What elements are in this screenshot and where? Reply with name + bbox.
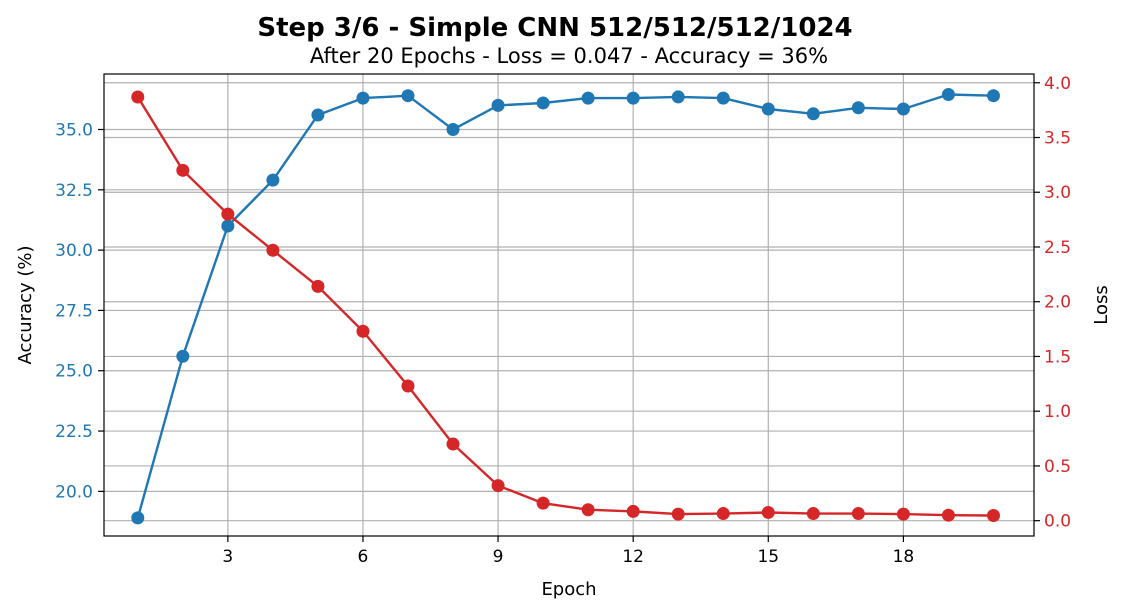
- loss-point: [806, 507, 820, 521]
- series-lines: [136, 93, 994, 519]
- loss-point: [311, 279, 325, 293]
- accuracy-point: [626, 91, 640, 105]
- accuracy-point: [716, 91, 730, 105]
- accuracy-point: [806, 107, 820, 121]
- loss-point: [671, 507, 685, 521]
- x-tick-label: 12: [622, 547, 644, 567]
- accuracy-point: [671, 90, 685, 104]
- loss-point: [716, 507, 730, 521]
- x-tick-label: 3: [222, 547, 233, 567]
- x-tick-label: 9: [493, 547, 504, 567]
- accuracy-point: [221, 219, 235, 233]
- y-right-tick-label: 4.0: [1044, 74, 1071, 94]
- series-points: [131, 88, 1000, 525]
- axis-ticks: 3 6 9 12 15 18 20.0 22.5 25.0 27.5 30.0 32.5 35.0 0.0…: [55, 74, 1071, 567]
- loss-point: [851, 507, 865, 521]
- accuracy-line: [136, 93, 994, 519]
- loss-point: [581, 503, 595, 517]
- y-left-tick-label: 30.0: [55, 241, 93, 261]
- y-left-tick-label: 35.0: [55, 120, 93, 140]
- accuracy-point: [941, 88, 955, 102]
- loss-point: [491, 479, 505, 493]
- loss-point: [131, 90, 145, 104]
- y-right-tick-label: 1.0: [1044, 402, 1071, 422]
- y-right-tick-label: 1.5: [1044, 347, 1071, 367]
- y-right-tick-label: 3.0: [1044, 183, 1071, 203]
- loss-point: [986, 509, 1000, 523]
- x-tick-label: 18: [893, 547, 915, 567]
- loss-point: [536, 496, 550, 510]
- accuracy-point: [356, 91, 370, 105]
- accuracy-point: [581, 91, 595, 105]
- plot-frame: [103, 73, 1035, 537]
- loss-point: [941, 508, 955, 522]
- y-right-tick-label: 3.5: [1044, 128, 1071, 148]
- y-right-tick-label: 2.0: [1044, 293, 1071, 313]
- y-left-tick-label: 22.5: [55, 422, 93, 442]
- loss-point: [626, 504, 640, 518]
- x-tick-label: 15: [757, 547, 779, 567]
- loss-point: [266, 243, 280, 257]
- loss-point: [446, 437, 460, 451]
- y-axis-right-label: Loss: [1091, 285, 1112, 324]
- accuracy-point: [311, 108, 325, 122]
- accuracy-point: [851, 101, 865, 115]
- loss-line: [136, 96, 994, 517]
- y-left-tick-label: 27.5: [55, 301, 93, 321]
- y-axis-left-label: Accuracy (%): [15, 245, 36, 364]
- loss-point: [176, 163, 190, 177]
- y-left-tick-label: 20.0: [55, 482, 93, 502]
- y-right-tick-label: 2.5: [1044, 238, 1071, 258]
- accuracy-point: [986, 89, 1000, 103]
- accuracy-point: [491, 98, 505, 112]
- accuracy-point: [266, 173, 280, 187]
- accuracy-point: [896, 102, 910, 116]
- accuracy-point: [536, 96, 550, 110]
- chart-subtitle: After 20 Epochs - Loss = 0.047 - Accurac…: [310, 44, 828, 68]
- y-right-tick-label: 0.5: [1044, 457, 1071, 477]
- x-axis-label: Epoch: [541, 579, 596, 600]
- y-left-tick-label: 25.0: [55, 362, 93, 382]
- grid-lines: [104, 74, 1034, 536]
- loss-point: [401, 379, 415, 393]
- loss-point: [896, 507, 910, 521]
- accuracy-point: [446, 122, 460, 136]
- loss-point: [356, 324, 370, 338]
- accuracy-point: [761, 102, 775, 116]
- loss-point: [221, 207, 235, 221]
- accuracy-point: [131, 511, 145, 525]
- y-left-tick-label: 32.5: [55, 181, 93, 201]
- accuracy-point: [401, 89, 415, 103]
- accuracy-point: [176, 349, 190, 363]
- x-tick-label: 6: [358, 547, 369, 567]
- y-right-tick-label: 0.0: [1044, 512, 1071, 532]
- chart-title: Step 3/6 - Simple CNN 512/512/512/1024: [257, 13, 852, 43]
- loss-point: [761, 505, 775, 519]
